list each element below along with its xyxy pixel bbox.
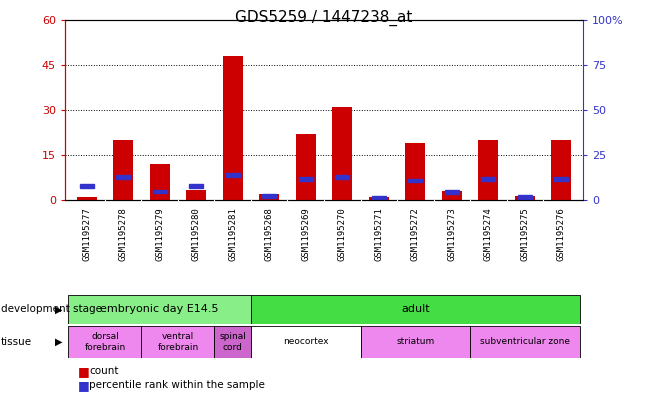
Bar xyxy=(251,326,360,358)
Bar xyxy=(141,326,214,358)
Text: GSM1195277: GSM1195277 xyxy=(82,208,91,261)
Bar xyxy=(369,197,389,200)
Text: GSM1195280: GSM1195280 xyxy=(192,208,201,261)
Bar xyxy=(470,326,579,358)
Text: neocortex: neocortex xyxy=(283,338,329,346)
Text: adult: adult xyxy=(401,305,430,314)
Text: count: count xyxy=(89,366,119,376)
Bar xyxy=(372,196,386,200)
Bar xyxy=(186,190,206,200)
Bar xyxy=(116,175,130,179)
Text: ■: ■ xyxy=(78,378,89,392)
Bar xyxy=(69,326,141,358)
Bar xyxy=(153,189,167,193)
Text: GSM1195278: GSM1195278 xyxy=(119,208,128,261)
Bar xyxy=(335,175,349,179)
Text: embryonic day E14.5: embryonic day E14.5 xyxy=(100,305,219,314)
Bar xyxy=(408,179,422,182)
Bar xyxy=(405,143,425,200)
Text: GSM1195273: GSM1195273 xyxy=(447,208,456,261)
Text: GSM1195279: GSM1195279 xyxy=(156,208,164,261)
Bar xyxy=(478,140,498,200)
Bar xyxy=(189,184,203,188)
Text: GSM1195276: GSM1195276 xyxy=(557,208,566,261)
Text: ventral
forebrain: ventral forebrain xyxy=(157,332,198,352)
Bar xyxy=(515,196,535,200)
Bar xyxy=(80,184,94,188)
Text: dorsal
forebrain: dorsal forebrain xyxy=(84,332,126,352)
Text: tissue: tissue xyxy=(1,337,32,347)
Text: GSM1195269: GSM1195269 xyxy=(301,208,310,261)
Bar xyxy=(551,140,572,200)
Bar xyxy=(69,295,251,324)
Text: development stage: development stage xyxy=(1,305,102,314)
Text: GSM1195281: GSM1195281 xyxy=(228,208,237,261)
Text: GSM1195272: GSM1195272 xyxy=(411,208,420,261)
Bar xyxy=(76,197,97,200)
Text: GSM1195274: GSM1195274 xyxy=(484,208,492,261)
Bar xyxy=(295,134,316,200)
Bar xyxy=(226,173,240,177)
Text: GDS5259 / 1447238_at: GDS5259 / 1447238_at xyxy=(235,10,413,26)
Bar xyxy=(332,107,353,200)
Bar xyxy=(214,326,251,358)
Text: ▶: ▶ xyxy=(54,305,62,314)
Text: ■: ■ xyxy=(78,365,89,378)
Bar xyxy=(518,195,532,198)
Bar xyxy=(481,177,495,180)
Bar xyxy=(150,164,170,200)
Text: striatum: striatum xyxy=(396,338,434,346)
Bar xyxy=(223,56,243,200)
Text: spinal
cord: spinal cord xyxy=(219,332,246,352)
Text: GSM1195271: GSM1195271 xyxy=(375,208,383,261)
Bar xyxy=(442,191,462,200)
Text: percentile rank within the sample: percentile rank within the sample xyxy=(89,380,265,390)
Bar xyxy=(251,295,579,324)
Bar xyxy=(299,177,313,180)
Bar xyxy=(113,140,133,200)
Bar xyxy=(445,191,459,194)
Bar xyxy=(554,177,568,180)
Bar xyxy=(262,194,276,198)
Text: GSM1195268: GSM1195268 xyxy=(265,208,273,261)
Bar xyxy=(259,195,279,200)
Text: GSM1195275: GSM1195275 xyxy=(520,208,529,261)
Text: ▶: ▶ xyxy=(54,337,62,347)
Bar xyxy=(360,326,470,358)
Text: subventricular zone: subventricular zone xyxy=(480,338,570,346)
Text: GSM1195270: GSM1195270 xyxy=(338,208,347,261)
